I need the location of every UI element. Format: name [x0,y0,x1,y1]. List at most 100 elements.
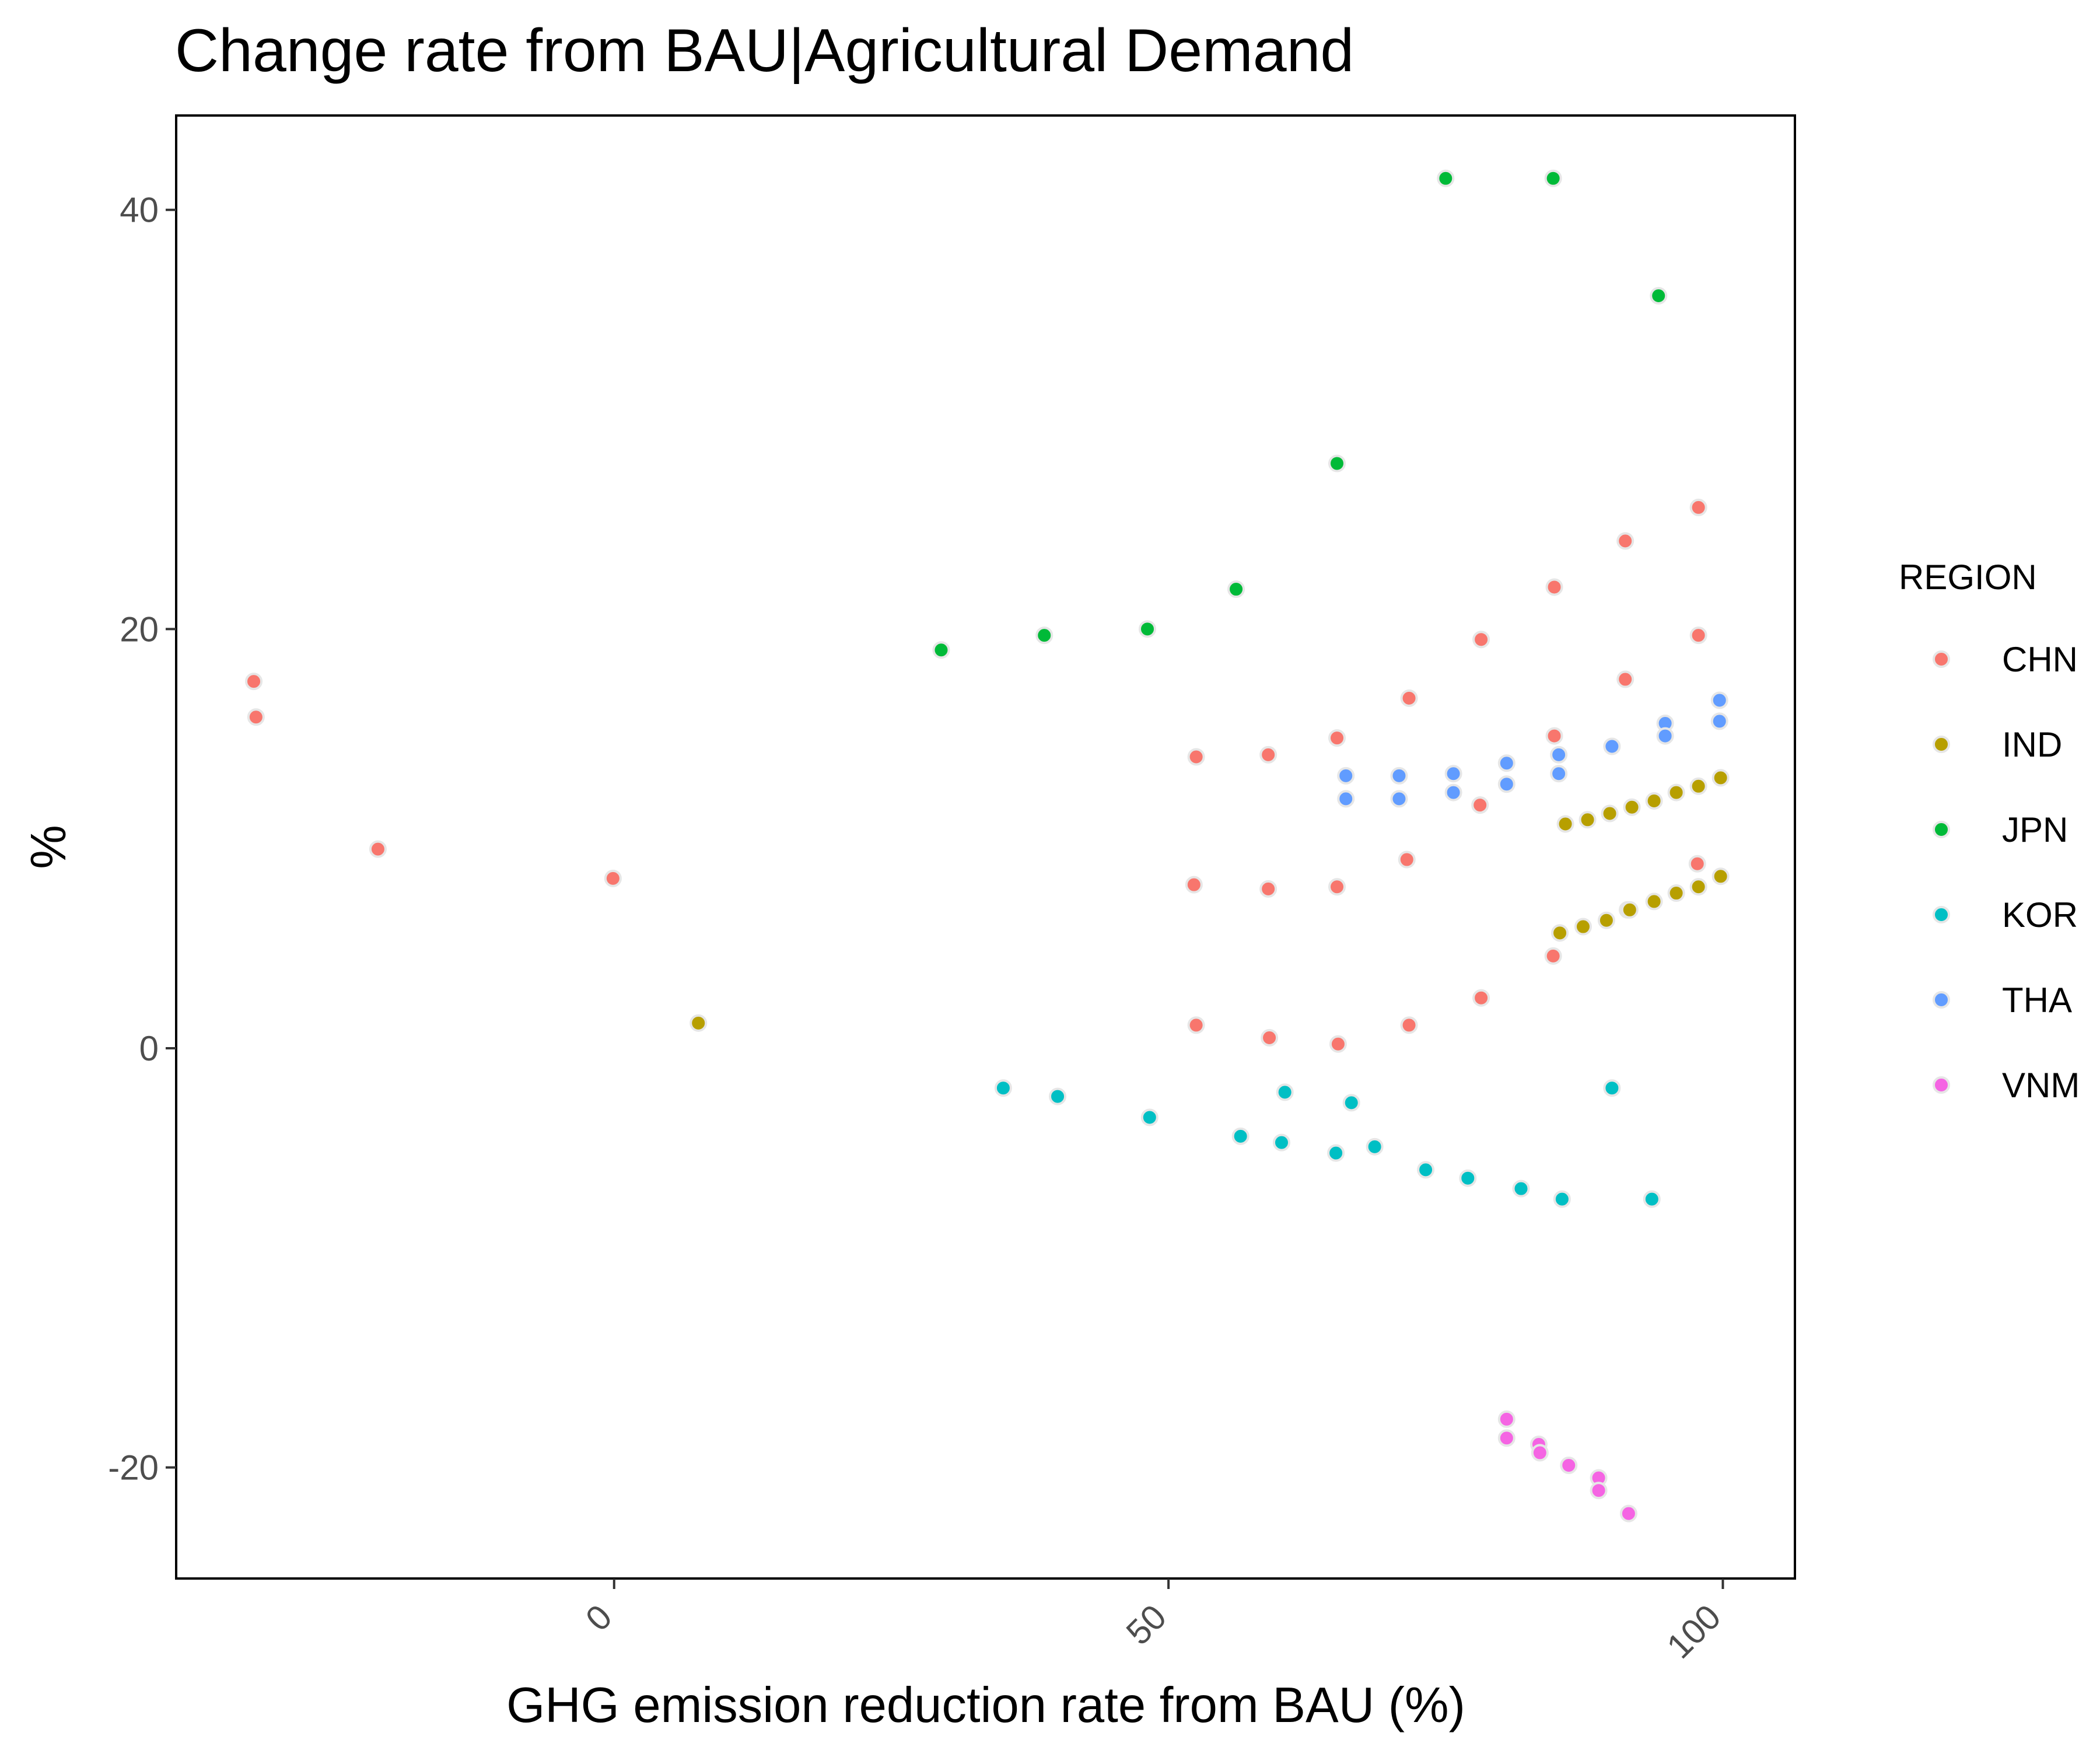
data-point-chn [1472,989,1490,1007]
y-tick-label: 0 [139,1029,159,1068]
legend-label-tha: THA [2002,981,2072,1020]
plot-panel [175,114,1796,1580]
data-point-chn [1329,1035,1347,1053]
data-point-tha [1603,737,1621,755]
data-point-vnm [1590,1482,1608,1500]
chart-title: Change rate from BAU|Agricultural Demand [175,17,1354,85]
legend-key-ind [1933,736,1950,753]
legend-label-kor: KOR [2002,895,2078,935]
data-point-tha [1497,754,1516,772]
legend-key-vnm [1933,1076,1950,1094]
data-point-chn [1187,1016,1205,1034]
data-point-ind [1601,804,1619,822]
legend-label-chn: CHN [2002,640,2078,679]
legend-key-jpn [1933,821,1950,838]
data-point-tha [1550,746,1568,764]
data-point-tha [1497,775,1516,793]
data-point-tha [1444,783,1462,802]
data-point-chn [1689,626,1707,645]
data-point-tha [1390,790,1408,808]
data-point-ind [690,1014,708,1032]
data-point-chn [1187,748,1205,766]
legend-label-vnm: VNM [2002,1066,2080,1105]
data-point-kor [1327,1144,1345,1162]
data-point-jpn [1328,454,1346,473]
data-point-chn [1689,498,1707,516]
data-point-chn [1261,1028,1279,1046]
data-point-tha [1337,766,1355,785]
data-point-chn [1328,878,1346,896]
data-point-kor [1342,1094,1360,1112]
x-tick-label: 100 [1659,1597,1728,1666]
data-point-chn [369,840,387,858]
data-point-vnm [1531,1444,1549,1462]
legend-label-ind: IND [2002,725,2062,764]
data-point-chn [1328,729,1346,747]
data-point-ind [1712,867,1730,886]
data-point-chn [1545,578,1563,596]
data-point-kor [994,1079,1012,1097]
data-point-chn [1472,631,1490,649]
data-point-jpn [1437,169,1455,187]
data-point-kor [1231,1127,1250,1145]
data-point-ind [1689,878,1707,896]
data-point-chn [1259,746,1278,764]
data-point-jpn [1544,169,1562,187]
data-point-ind [1556,815,1574,833]
data-point-vnm [1619,1504,1637,1522]
data-point-ind [1578,811,1597,829]
y-tick-label: -20 [108,1448,159,1488]
data-point-chn [1616,532,1634,550]
data-point-ind [1712,769,1730,787]
data-point-kor [1553,1190,1571,1208]
data-point-kor [1512,1180,1530,1198]
data-point-vnm [1497,1410,1516,1428]
data-point-chn [1398,850,1416,869]
legend-key-chn [1933,650,1950,668]
data-points [245,169,1730,1522]
x-tick-label: 0 [578,1597,620,1639]
data-point-ind [1620,901,1639,919]
data-point-vnm [1497,1429,1516,1447]
data-point-ind [1623,798,1641,816]
data-point-kor [1603,1079,1621,1097]
data-point-kor [1276,1083,1294,1101]
y-tick-label: 20 [120,610,159,649]
data-point-kor [1366,1138,1384,1156]
data-point-chn [245,673,263,691]
data-point-chn [604,869,622,887]
data-point-kor [1643,1190,1661,1208]
data-point-jpn [1227,580,1245,598]
data-point-vnm [1560,1456,1578,1474]
data-point-ind [1645,792,1663,810]
data-point-tha [1337,790,1355,808]
legend: REGION CHN IND JPN KOR THA VNM [1899,558,2080,1105]
legend-title: REGION [1899,558,2037,597]
data-point-tha [1710,712,1728,730]
legend-key-tha [1933,991,1950,1009]
x-axis-title: GHG emission reduction rate from BAU (%) [506,1678,1465,1733]
legend-key-kor [1933,906,1950,923]
data-point-jpn [1139,620,1156,638]
data-point-kor [1459,1169,1477,1187]
data-point-chn [1400,1016,1418,1034]
data-point-ind [1667,884,1685,902]
data-point-tha [1390,766,1408,785]
data-point-chn [247,708,265,726]
y-axis: -20 0 20 40 [108,191,176,1488]
data-point-chn [1185,876,1203,894]
data-point-ind [1551,924,1569,942]
legend-label-jpn: JPN [2002,810,2068,849]
data-point-chn [1259,880,1278,898]
data-point-chn [1545,727,1563,745]
data-point-ind [1645,892,1663,911]
data-point-kor [1140,1108,1158,1126]
data-point-kor [1049,1087,1067,1105]
data-point-jpn [932,641,950,659]
data-point-tha [1444,765,1462,783]
data-point-chn [1544,947,1562,965]
data-point-chn [1688,855,1706,873]
data-point-ind [1597,911,1615,929]
data-point-tha [1710,691,1728,709]
